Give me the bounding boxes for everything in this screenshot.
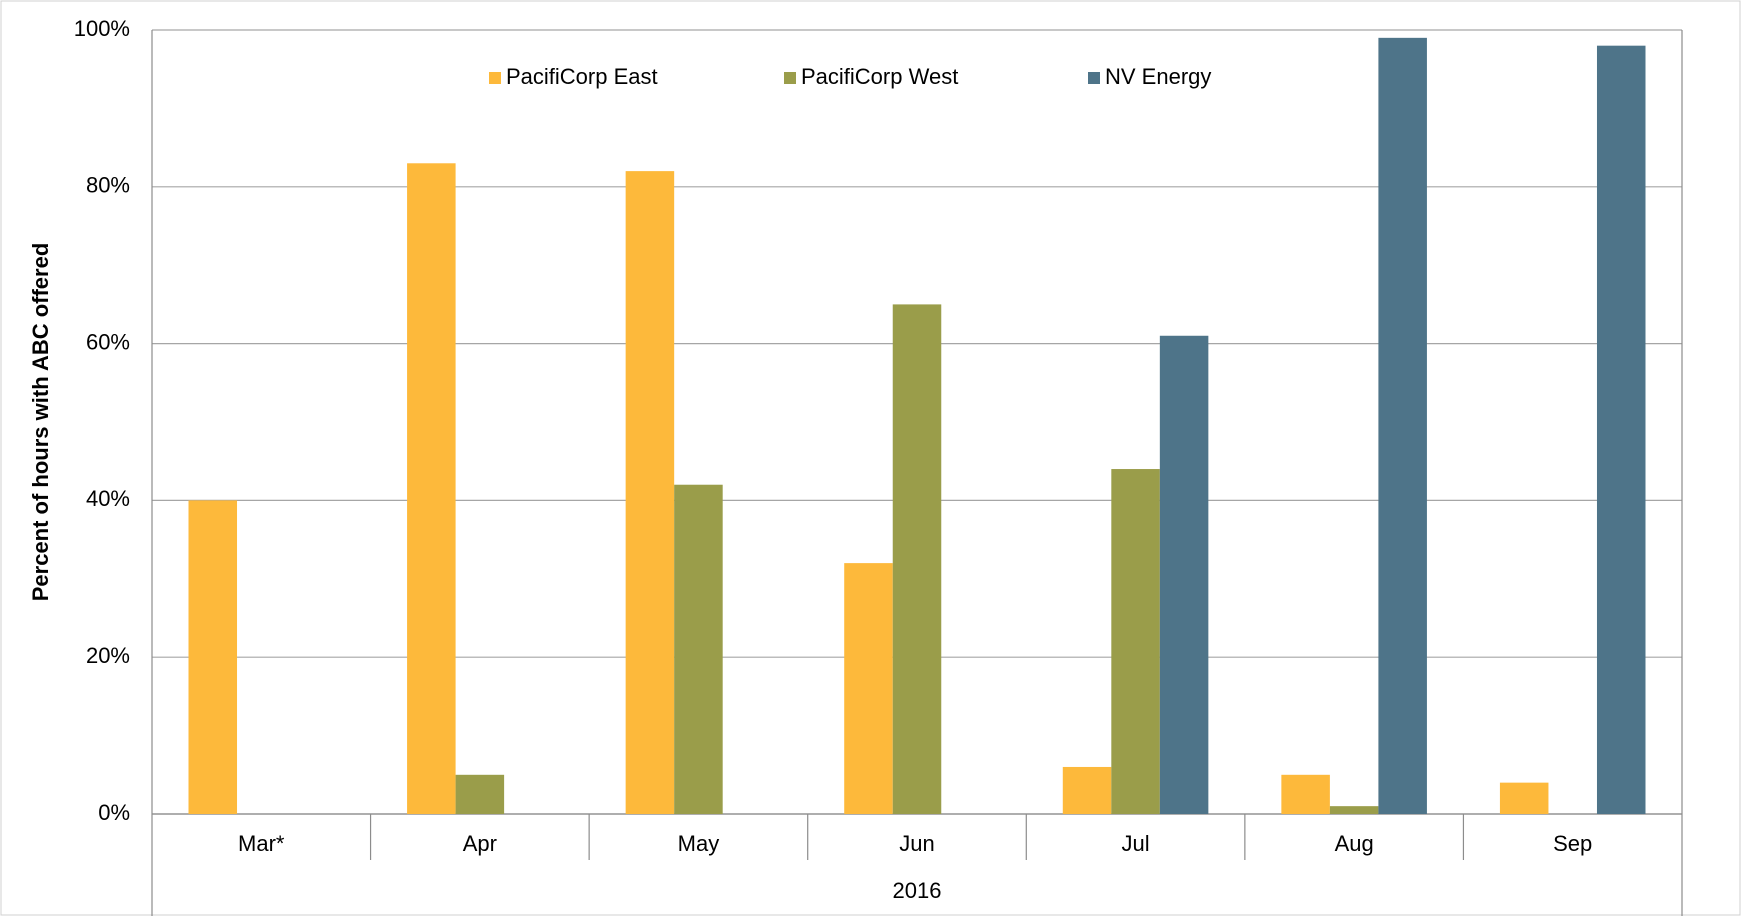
bar — [844, 563, 893, 814]
y-tick-label: 60% — [86, 329, 130, 354]
x-tick-label: May — [678, 831, 720, 856]
x-tick-label: Apr — [463, 831, 497, 856]
legend-label: PacifiCorp West — [801, 64, 958, 89]
x-tick-label: Aug — [1335, 831, 1374, 856]
x-tick-label: Mar* — [238, 831, 285, 856]
bar — [1062, 766, 1112, 814]
legend-swatch — [1088, 72, 1100, 84]
legend-label: PacifiCorp East — [506, 64, 658, 89]
bar — [1111, 469, 1160, 814]
x-tick-label: Sep — [1553, 831, 1592, 856]
group-label: 2016 — [893, 878, 942, 903]
bar — [1159, 335, 1209, 814]
bar — [1329, 806, 1379, 814]
y-tick-label: 100% — [74, 16, 130, 41]
legend-swatch — [784, 72, 796, 84]
legend-label: NV Energy — [1105, 64, 1211, 89]
bar — [407, 163, 456, 814]
y-tick-label: 40% — [86, 486, 130, 511]
legend-swatch — [489, 72, 501, 84]
bar — [674, 484, 723, 814]
y-axis-label: Percent of hours with ABC offered — [28, 243, 53, 602]
bar — [1378, 37, 1427, 814]
bar — [455, 774, 505, 814]
bar — [1596, 45, 1646, 815]
bar — [625, 171, 675, 814]
bar — [1281, 774, 1330, 814]
bar — [892, 304, 942, 814]
bar — [1499, 782, 1549, 814]
bar — [188, 500, 238, 814]
y-tick-label: 0% — [98, 800, 130, 825]
x-tick-label: Jul — [1122, 831, 1150, 856]
y-tick-label: 80% — [86, 173, 130, 198]
x-tick-label: Jun — [899, 831, 934, 856]
y-tick-label: 20% — [86, 643, 130, 668]
